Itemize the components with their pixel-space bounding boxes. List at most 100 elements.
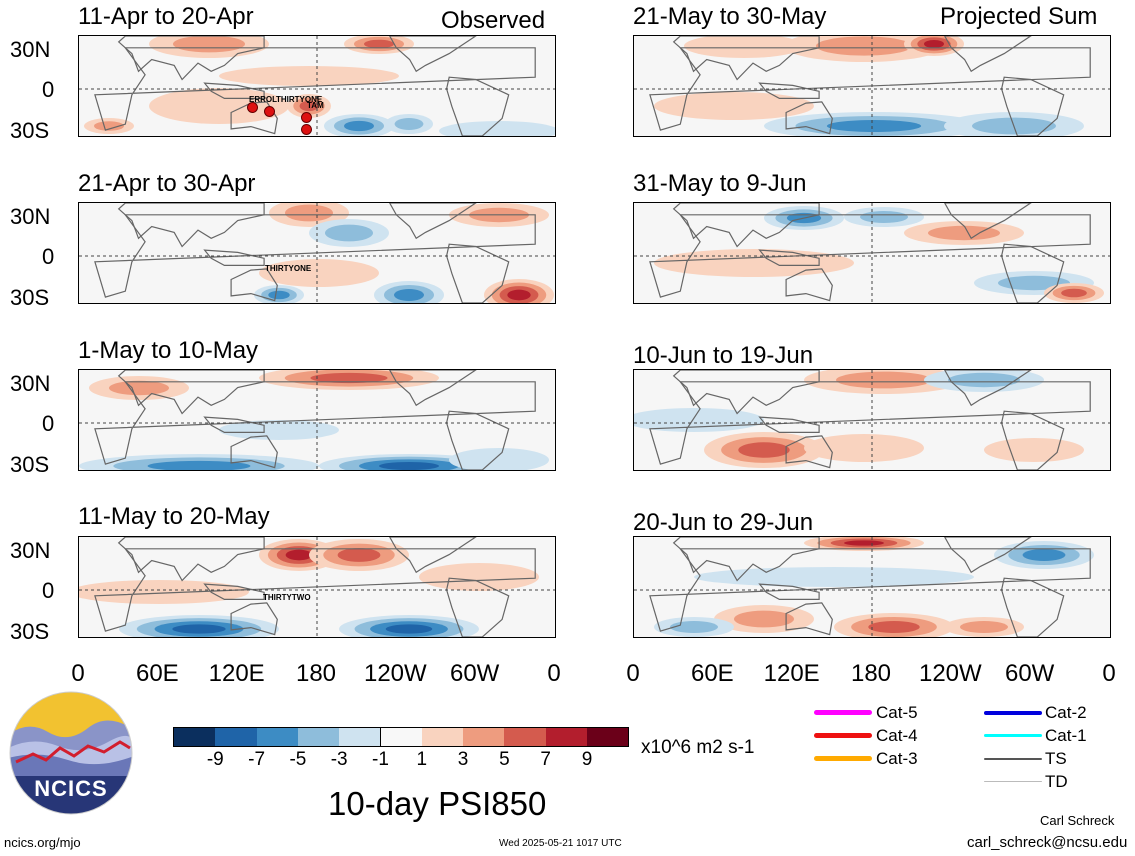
ylabel-30s: 30S: [10, 118, 50, 143]
coastline: [649, 548, 1091, 632]
storm-label: THIRTYONE: [276, 95, 323, 104]
anomaly-contour: [344, 120, 374, 132]
ylabel-30n: 30N: [10, 37, 51, 62]
anomaly-contour: [379, 462, 439, 470]
storm-track-marker: [247, 102, 258, 113]
colorbar-frame: [173, 727, 629, 747]
map-panel-8: [633, 536, 1111, 638]
anomaly-contour: [439, 121, 555, 136]
colorbar-tick-label: -7: [248, 749, 266, 770]
coastline: [944, 36, 1032, 73]
anomaly-contour: [285, 549, 313, 561]
legend-td-label: TD: [1045, 772, 1068, 791]
coastline: [94, 47, 536, 131]
ylabel-30s: 30S: [10, 619, 50, 644]
anomaly-contour: [449, 448, 549, 470]
coastline: [944, 370, 1032, 407]
ncics-logo: NCICS: [8, 690, 134, 816]
legend-ts-line: [984, 758, 1042, 760]
panel-title-3: 1-May to 10-May: [78, 337, 259, 364]
legend-cat4-line: [814, 733, 872, 738]
colorbar-tick-label: -3: [330, 749, 348, 770]
anomaly-contour: [147, 460, 251, 470]
coastline: [94, 548, 536, 632]
storm-label: THIRTYTWO: [263, 593, 311, 602]
coastline: [203, 583, 265, 601]
coastline: [785, 101, 833, 135]
anomaly-contour: [310, 372, 388, 384]
ylabel-30s: 30S: [10, 285, 50, 310]
psi850-field: [79, 370, 555, 470]
legend-cat5-label: Cat-5: [876, 703, 918, 722]
legend-cat2-line: [984, 711, 1042, 715]
coastline: [389, 36, 477, 73]
map-panel-7: [633, 369, 1111, 471]
coastline: [672, 537, 820, 582]
coastline: [758, 249, 820, 267]
anomaly-contour: [960, 621, 1008, 633]
psi850-field: [634, 370, 1110, 470]
storm-track-marker: [301, 124, 312, 135]
map-panel-2: THIRTYONE: [78, 202, 556, 304]
coastline: [758, 583, 820, 601]
storm-track-marker: [301, 112, 312, 123]
anomaly-contour: [826, 120, 922, 132]
storm-track-marker: [264, 106, 275, 117]
panel-title-5: 21-May to 30-May: [633, 3, 827, 30]
legend-td-line: [984, 781, 1042, 782]
anomaly-contour: [670, 621, 718, 633]
psi850-field: [634, 203, 1110, 303]
coastline: [445, 76, 510, 136]
colorbar-tick-label: -5: [289, 749, 307, 770]
anomaly-contour: [385, 624, 433, 634]
footer-email[interactable]: carl_schreck@ncsu.edu: [967, 834, 1128, 851]
panel-title-8: 20-Jun to 29-Jun: [633, 509, 814, 536]
panel-title-7: 10-Jun to 19-Jun: [633, 342, 814, 369]
anomaly-contour: [868, 621, 920, 633]
x-tick-label: 0: [626, 660, 640, 687]
legend-ts-label: TS: [1045, 749, 1067, 768]
anomaly-contour: [299, 100, 319, 112]
panel-title-1: 11-Apr to 20-Apr: [78, 3, 254, 30]
coastline: [203, 82, 265, 100]
storm-label: THIRTYONE: [265, 264, 312, 273]
coastline: [758, 82, 820, 100]
coastline: [785, 435, 833, 469]
psi850-field: [79, 537, 555, 637]
anomaly-contour: [860, 211, 908, 223]
coastline: [649, 214, 1091, 298]
anomaly-contour: [172, 624, 226, 634]
coastline: [230, 268, 278, 302]
coastline: [758, 416, 820, 434]
x-tick-label: 180: [295, 660, 337, 687]
storm-label: ERROL: [249, 95, 277, 104]
anomaly-contour: [816, 36, 912, 56]
anomaly-contour: [948, 372, 1020, 388]
coastline: [389, 537, 477, 574]
x-tick-label: 60E: [690, 660, 734, 687]
legend-cat1-line: [984, 734, 1042, 737]
anomaly-contour: [734, 610, 794, 628]
map-panel-4: THIRTYTWO: [78, 536, 556, 638]
anomaly-contour: [844, 540, 884, 546]
legend-cat3-line: [814, 756, 872, 761]
logo-text: NCICS: [34, 776, 107, 801]
anomaly-contour: [924, 40, 944, 48]
map-panel-3: [78, 369, 556, 471]
colorbar-tick-label: -9: [206, 749, 224, 770]
coastline: [649, 381, 1091, 465]
storm-label: TAM: [307, 101, 324, 110]
coastline: [94, 381, 536, 465]
legend-cat5-line: [814, 710, 872, 715]
coastline: [1000, 577, 1065, 637]
anomaly-contour: [694, 567, 974, 587]
psi850-field: [79, 36, 555, 136]
coastline: [1000, 243, 1065, 303]
footer-url[interactable]: ncics.org/mjo: [4, 835, 81, 850]
anomaly-contour: [109, 380, 169, 396]
coastline: [672, 36, 820, 81]
ylabel-30n: 30N: [10, 371, 51, 396]
coastline: [389, 370, 477, 407]
ylabel-30s: 30S: [10, 452, 50, 477]
anomaly-contour: [928, 225, 1000, 241]
